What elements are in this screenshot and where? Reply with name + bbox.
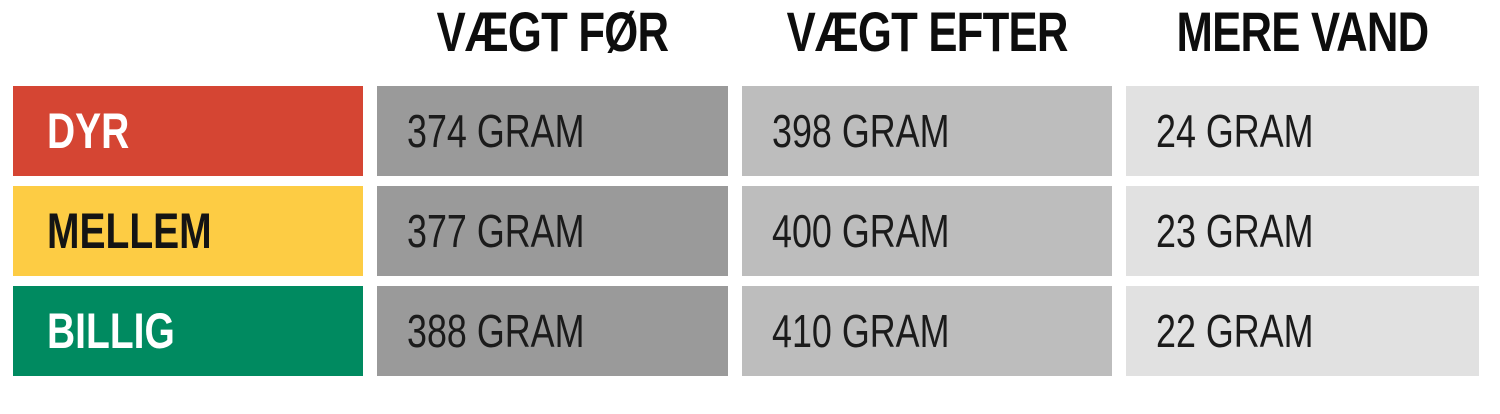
row-label-text: DYR [47, 103, 130, 159]
cell-billig-mere-vand: 22 GRAM [1126, 286, 1479, 376]
row-label-text: BILLIG [47, 303, 175, 359]
header-spacer [13, 0, 363, 76]
cell-value-text: 24 GRAM [1156, 105, 1314, 157]
row-label-text: MELLEM [47, 203, 212, 259]
cell-dyr-vaegt-efter: 398 GRAM [742, 86, 1112, 176]
cell-billig-vaegt-foer: 388 GRAM [377, 286, 728, 376]
cell-dyr-vaegt-foer: 374 GRAM [377, 86, 728, 176]
column-header-label: MERE VAND [1176, 0, 1430, 63]
cell-value-text: 400 GRAM [772, 205, 950, 257]
cell-value-text: 398 GRAM [772, 105, 950, 157]
cell-mellem-vaegt-efter: 400 GRAM [742, 186, 1112, 276]
cell-mellem-vaegt-foer: 377 GRAM [377, 186, 728, 276]
cell-value-text: 374 GRAM [407, 105, 585, 157]
column-header-label: VÆGT FØR [436, 0, 669, 63]
column-header-mere-vand: MERE VAND [1126, 0, 1479, 76]
cell-value-text: 388 GRAM [407, 305, 585, 357]
cell-value-text: 410 GRAM [772, 305, 950, 357]
column-header-label: VÆGT EFTER [786, 0, 1069, 63]
cell-dyr-mere-vand: 24 GRAM [1126, 86, 1479, 176]
comparison-table: VÆGT FØR VÆGT EFTER MERE VAND DYR 374 GR… [13, 0, 1479, 376]
cell-value-text: 23 GRAM [1156, 205, 1314, 257]
cell-value-text: 22 GRAM [1156, 305, 1314, 357]
row-label-mellem: MELLEM [13, 186, 363, 276]
column-header-vaegt-efter: VÆGT EFTER [742, 0, 1112, 76]
column-header-vaegt-foer: VÆGT FØR [377, 0, 728, 76]
row-label-billig: BILLIG [13, 286, 363, 376]
cell-value-text: 377 GRAM [407, 205, 585, 257]
cell-billig-vaegt-efter: 410 GRAM [742, 286, 1112, 376]
cell-mellem-mere-vand: 23 GRAM [1126, 186, 1479, 276]
row-label-dyr: DYR [13, 86, 363, 176]
